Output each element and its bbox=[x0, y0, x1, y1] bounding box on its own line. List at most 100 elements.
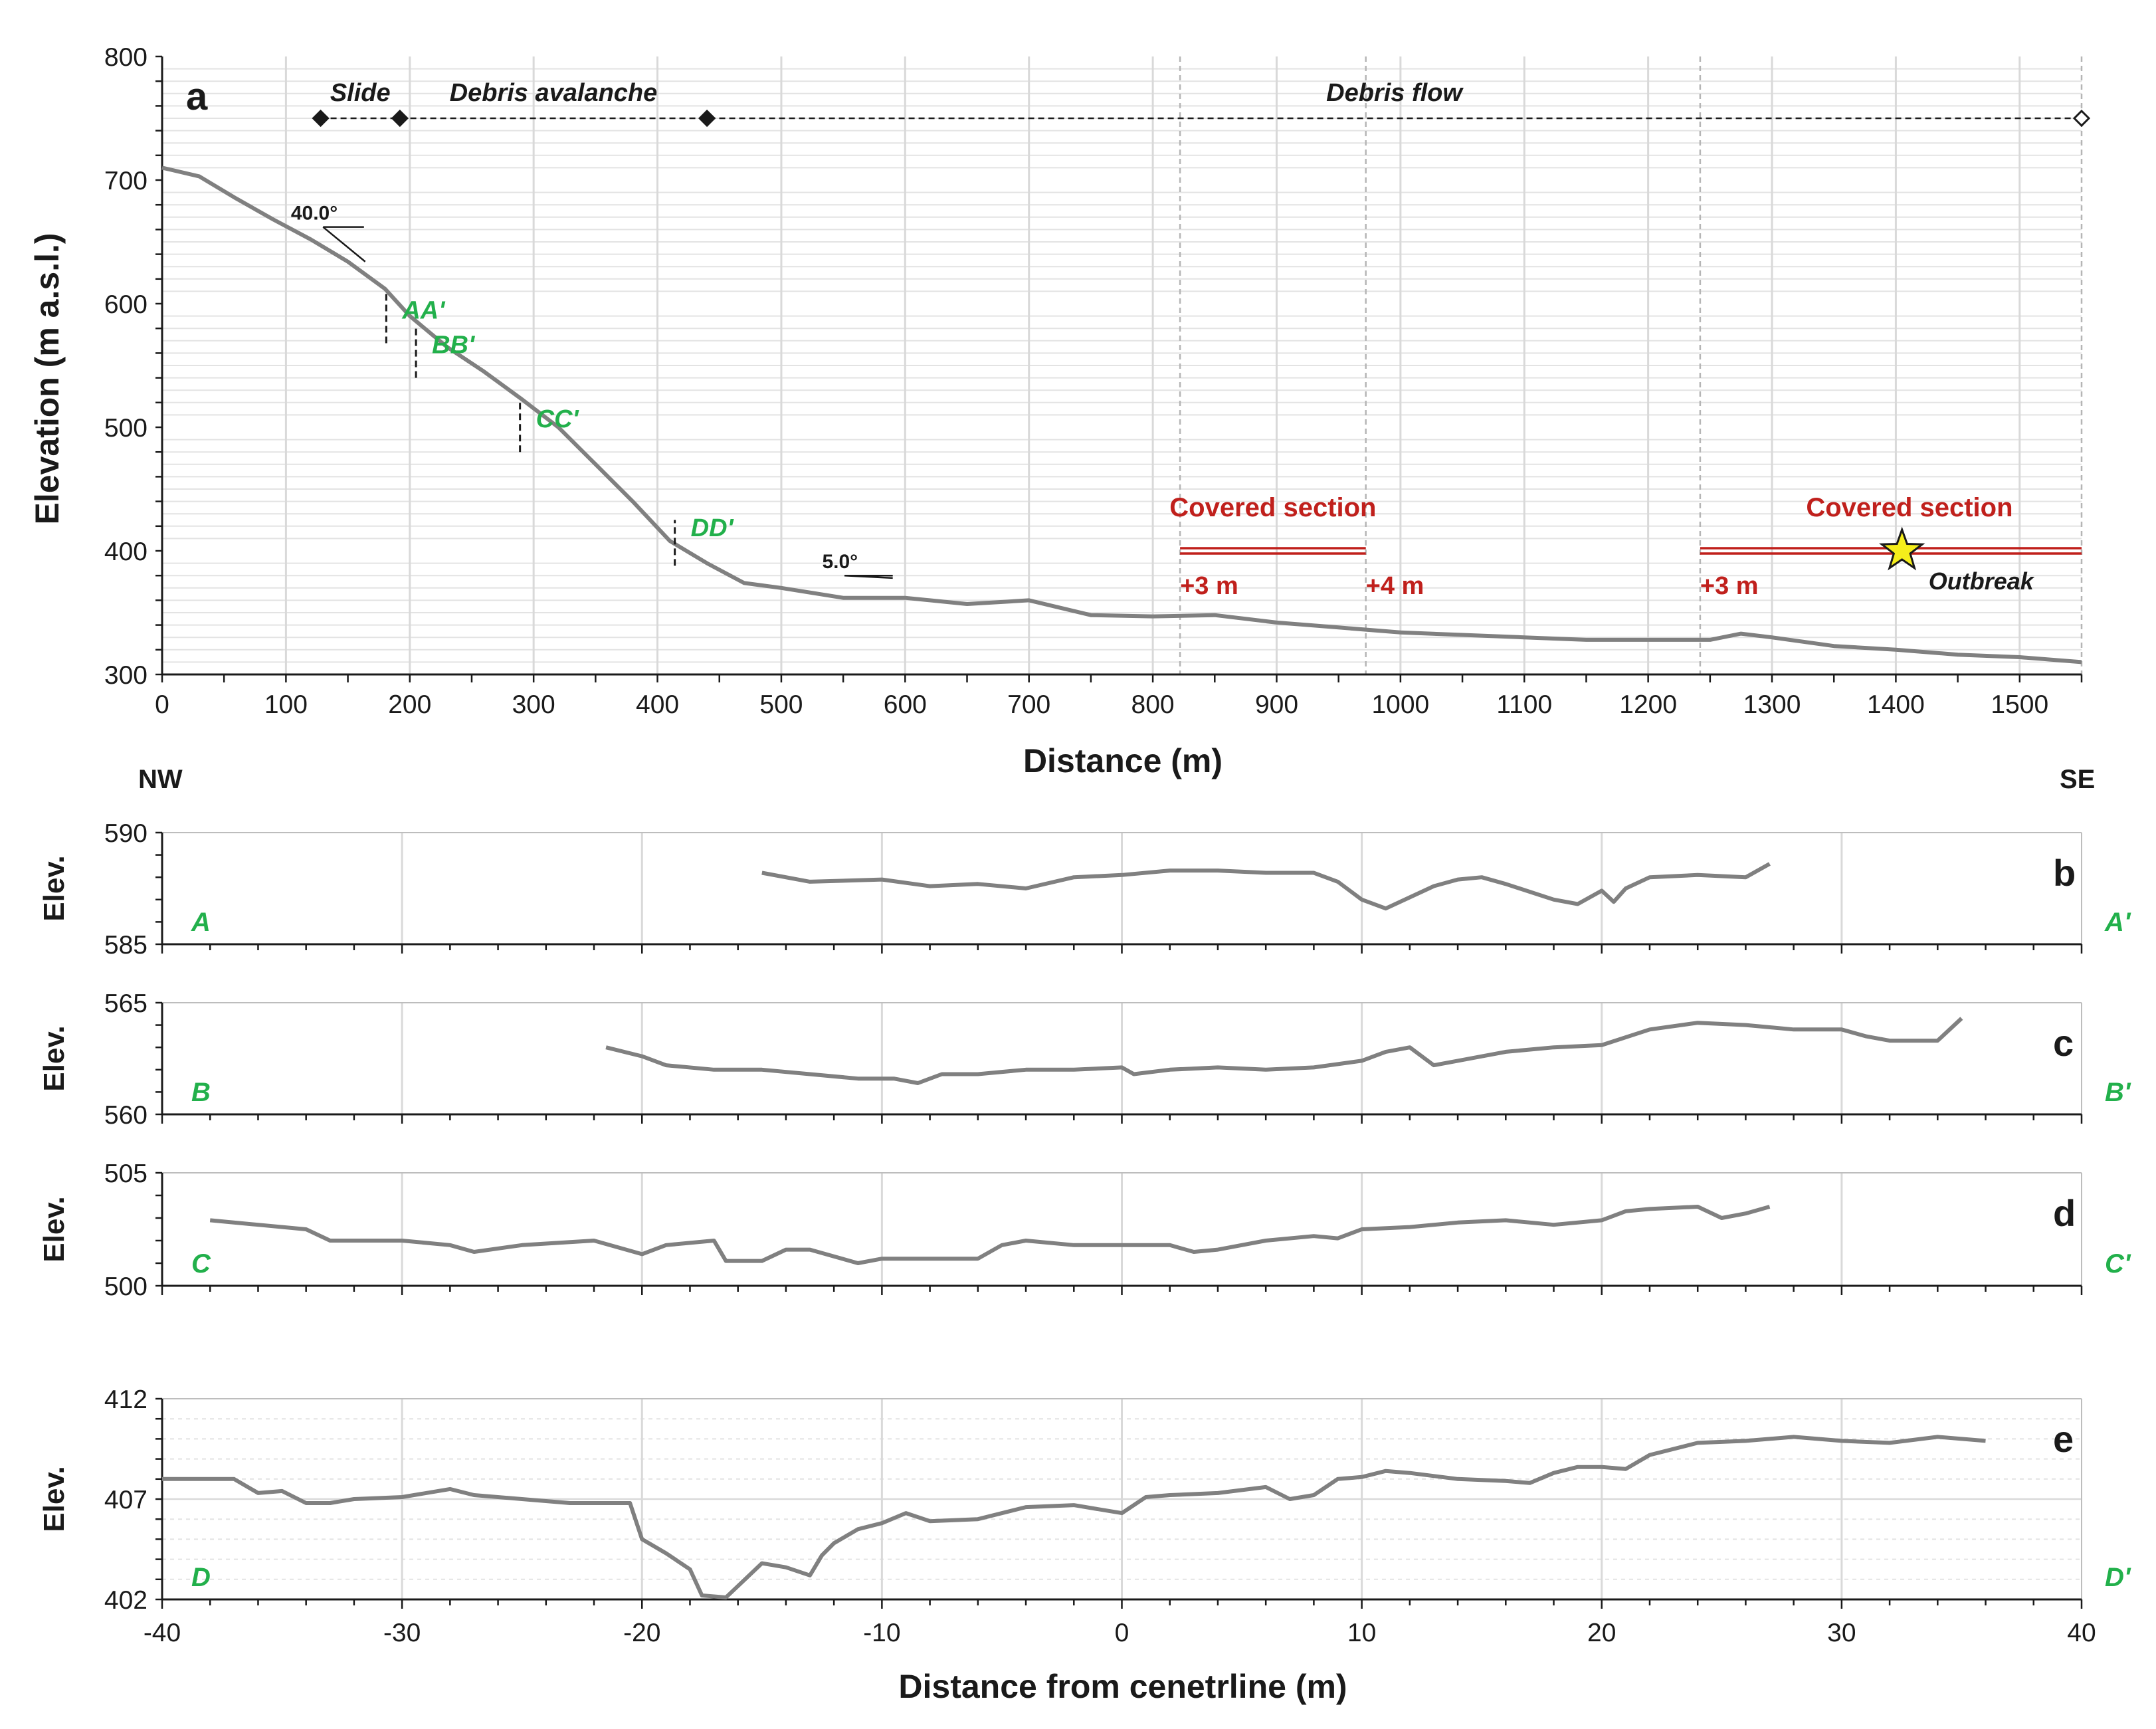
zone-boundary-marker bbox=[2072, 109, 2091, 128]
covered-sections: Covered section Covered section +3 m +4 m +3… bbox=[1169, 493, 2082, 600]
cross-section-line bbox=[162, 1435, 1986, 1599]
panel-b: 585 590 Elev. b A A' bbox=[38, 819, 2131, 960]
profile-line bbox=[161, 165, 2082, 664]
x-tick-label: 500 bbox=[759, 690, 803, 719]
x-tick-label: -20 bbox=[623, 1619, 660, 1647]
y-tick-label: 402 bbox=[104, 1586, 147, 1615]
x-tick-label: 200 bbox=[388, 690, 431, 719]
x-tick-label: 600 bbox=[884, 690, 927, 719]
section-start-label: D bbox=[191, 1563, 211, 1592]
x-tick-label: 1100 bbox=[1496, 690, 1552, 719]
y-tick-label: 300 bbox=[104, 661, 147, 690]
slope-angle-line bbox=[322, 226, 366, 262]
x-tick-label: 20 bbox=[1587, 1619, 1616, 1647]
section-mark-label: BB' bbox=[432, 331, 476, 359]
covered-section-label: Covered section bbox=[1169, 493, 1376, 522]
y-tick-label: 590 bbox=[104, 819, 147, 848]
x-tick-label: -10 bbox=[863, 1619, 900, 1647]
y-tick-label: 585 bbox=[104, 931, 147, 960]
x-tick-label: 1500 bbox=[1991, 690, 2048, 719]
section-start-label: B bbox=[191, 1078, 211, 1107]
y-tick-label: 412 bbox=[104, 1385, 147, 1414]
y-tick-label: 560 bbox=[104, 1101, 147, 1130]
cross-section-x-axis-title: Distance from cenetrline (m) bbox=[898, 1668, 1347, 1705]
y-tick-label: 700 bbox=[104, 167, 147, 195]
panel-letter: b bbox=[2053, 852, 2076, 894]
section-end-label: C' bbox=[2105, 1249, 2131, 1278]
panel-letter: c bbox=[2053, 1022, 2074, 1064]
x-tick-label: 400 bbox=[636, 690, 679, 719]
panel-letter: e bbox=[2053, 1418, 2074, 1460]
panel-a-y-tick-labels: 300 400 500 600 700 800 bbox=[104, 43, 147, 690]
slope-angle-line bbox=[844, 574, 893, 579]
y-tick-label: 600 bbox=[104, 290, 147, 319]
outbreak-label: Outbreak bbox=[1929, 567, 2035, 595]
zone-label: Debris flow bbox=[1326, 79, 1464, 107]
zone-label: Slide bbox=[330, 79, 391, 107]
x-tick-label: 300 bbox=[512, 690, 555, 719]
panel-y-axis-title: Elev. bbox=[38, 1025, 70, 1091]
depth-label: +3 m bbox=[1180, 572, 1238, 600]
cross-section-line bbox=[605, 1017, 1963, 1085]
section-end-label: B' bbox=[2105, 1078, 2131, 1107]
orientation-nw: NW bbox=[138, 765, 183, 794]
slope-label: 5.0° bbox=[822, 551, 858, 573]
panel-a-x-axis-title: Distance (m) bbox=[1023, 742, 1223, 779]
covered-section-label: Covered section bbox=[1806, 493, 2012, 522]
x-tick-label: 40 bbox=[2067, 1619, 2096, 1647]
x-tick-label: 1200 bbox=[1619, 690, 1677, 719]
outbreak-star-icon bbox=[1879, 526, 1925, 571]
panel-letter: d bbox=[2053, 1192, 2076, 1234]
zone-boundary-marker bbox=[312, 109, 330, 128]
section-end-label: D' bbox=[2105, 1563, 2131, 1592]
process-zones: Slide Debris avalanche Debris flow bbox=[312, 79, 2091, 128]
panel-e: 402 407 412 Elev. e D D' bbox=[38, 1385, 2131, 1615]
section-start-label: A bbox=[191, 908, 211, 937]
x-tick-label: 0 bbox=[155, 690, 169, 719]
panel-d: 500 505 Elev. d C C' bbox=[38, 1160, 2131, 1301]
panel-a-axes bbox=[155, 55, 2083, 682]
panel-a-grid bbox=[162, 56, 2082, 674]
x-tick-label: 10 bbox=[1347, 1619, 1376, 1647]
y-tick-label: 500 bbox=[104, 414, 147, 443]
panel-y-axis-title: Elev. bbox=[38, 1196, 70, 1262]
section-mark-label: DD' bbox=[691, 514, 735, 542]
cross-section-line bbox=[761, 862, 1771, 911]
panel-a-letter: a bbox=[186, 75, 208, 118]
x-tick-label: 700 bbox=[1007, 690, 1050, 719]
panel-y-axis-title: Elev. bbox=[38, 1466, 70, 1532]
x-tick-label: 800 bbox=[1131, 690, 1175, 719]
orientation-se: SE bbox=[2060, 765, 2095, 794]
zone-label: Debris avalanche bbox=[450, 79, 658, 107]
panel-a-y-axis-title: Elevation (m a.s.l.) bbox=[29, 233, 66, 524]
panel-a-zone-dividers bbox=[1179, 56, 2083, 674]
cross-section-line bbox=[209, 1205, 1771, 1265]
x-tick-label: 100 bbox=[264, 690, 308, 719]
x-tick-label: 900 bbox=[1255, 690, 1298, 719]
x-tick-label: 1300 bbox=[1743, 690, 1801, 719]
x-tick-label: -30 bbox=[383, 1619, 421, 1647]
section-end-label: A' bbox=[2104, 908, 2131, 937]
section-mark-label: AA' bbox=[401, 296, 446, 324]
y-tick-label: 565 bbox=[104, 989, 147, 1018]
panel-a-x-tick-labels: 0 100 200 300 400 500 600 700 800 900 1000 1100 1200… bbox=[155, 690, 2048, 719]
slope-label: 40.0° bbox=[291, 203, 338, 225]
panel-y-axis-title: Elev. bbox=[38, 855, 70, 921]
panel-c: 560 565 Elev. c B B' bbox=[38, 989, 2131, 1130]
depth-label: +4 m bbox=[1366, 572, 1424, 600]
y-tick-label: 500 bbox=[104, 1272, 147, 1301]
zone-boundary-marker bbox=[698, 109, 716, 128]
cross-section-panels: 585 590 Elev. b A A' 560 565 Elev. c B B' 500 505 Elev… bbox=[38, 819, 2131, 1615]
y-tick-label: 407 bbox=[104, 1486, 147, 1514]
slope-annotations: 40.0° 5.0° bbox=[291, 203, 893, 579]
y-tick-label: 400 bbox=[104, 538, 147, 566]
depth-label: +3 m bbox=[1700, 572, 1759, 600]
section-mark-label: CC' bbox=[536, 405, 580, 433]
cross-section-x-tick-labels: -40 -30 -20 -10 0 10 20 30 40 bbox=[144, 1619, 2096, 1647]
x-tick-label: 1400 bbox=[1867, 690, 1925, 719]
y-tick-label: 800 bbox=[104, 43, 147, 72]
section-start-label: C bbox=[191, 1249, 211, 1278]
x-tick-label: -40 bbox=[144, 1619, 181, 1647]
x-tick-label: 30 bbox=[1827, 1619, 1856, 1647]
